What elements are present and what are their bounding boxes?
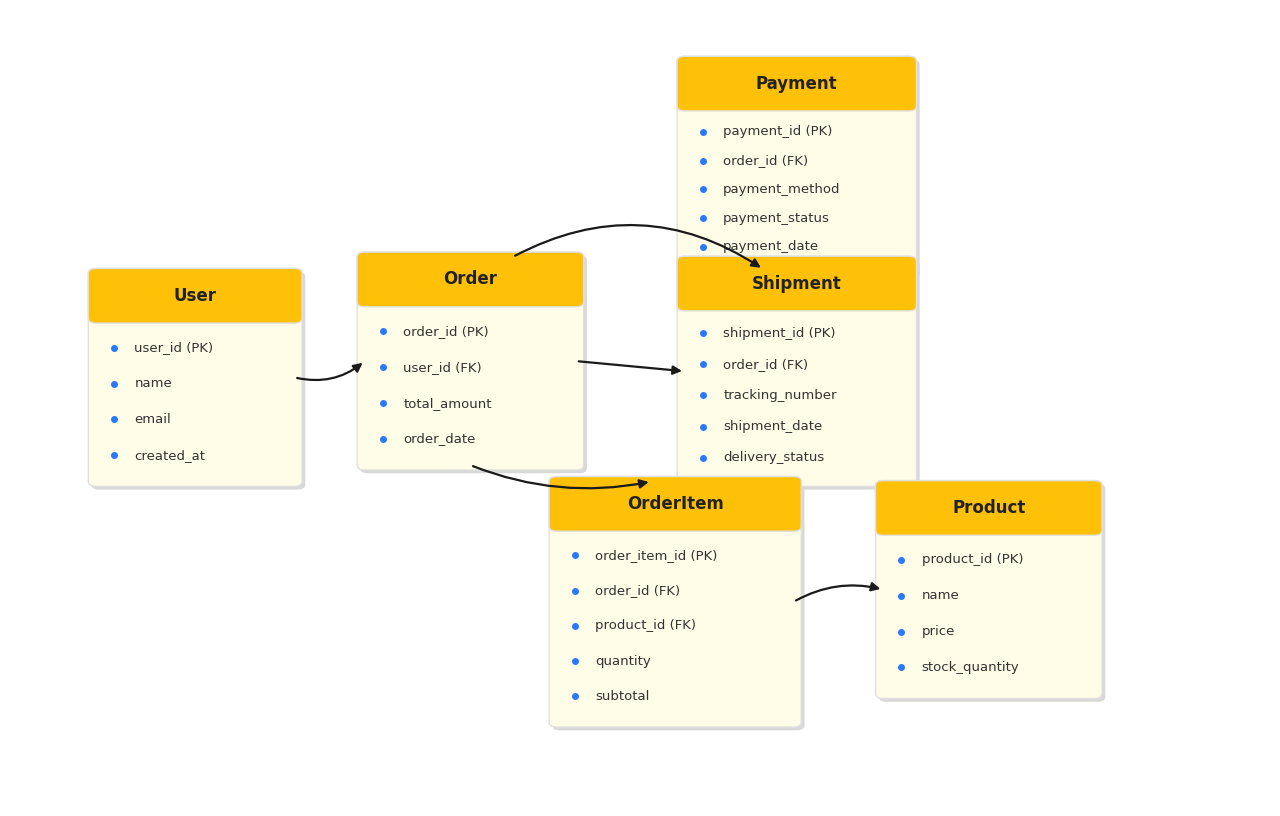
Text: shipment_id (PK): shipment_id (PK) [723, 326, 836, 339]
FancyBboxPatch shape [549, 477, 801, 727]
Text: payment_method: payment_method [723, 183, 841, 196]
Text: name: name [134, 377, 172, 390]
FancyBboxPatch shape [876, 481, 1102, 535]
FancyArrowPatch shape [297, 365, 361, 380]
Text: Shipment: Shipment [751, 274, 842, 293]
FancyBboxPatch shape [677, 256, 916, 486]
Text: order_id (FK): order_id (FK) [723, 154, 809, 167]
FancyBboxPatch shape [357, 252, 584, 470]
FancyBboxPatch shape [677, 56, 916, 111]
FancyBboxPatch shape [677, 56, 916, 274]
FancyBboxPatch shape [878, 484, 1106, 702]
Text: order_id (FK): order_id (FK) [723, 357, 809, 370]
Text: delivery_status: delivery_status [723, 451, 824, 464]
Text: Payment: Payment [756, 74, 837, 93]
FancyBboxPatch shape [92, 272, 305, 490]
Text: price: price [922, 625, 955, 638]
Text: stock_quantity: stock_quantity [922, 661, 1019, 674]
Text: Product: Product [952, 499, 1025, 517]
Text: shipment_date: shipment_date [723, 420, 823, 433]
FancyArrowPatch shape [515, 225, 759, 266]
FancyArrowPatch shape [579, 361, 680, 374]
FancyBboxPatch shape [361, 255, 586, 473]
FancyBboxPatch shape [681, 259, 919, 490]
FancyBboxPatch shape [549, 477, 801, 531]
Text: tracking_number: tracking_number [723, 389, 837, 401]
Text: payment_status: payment_status [723, 211, 829, 224]
Text: subtotal: subtotal [595, 690, 649, 703]
Text: OrderItem: OrderItem [627, 494, 723, 513]
Text: payment_date: payment_date [723, 240, 819, 253]
Text: name: name [922, 589, 959, 602]
Text: User: User [174, 286, 216, 305]
FancyBboxPatch shape [88, 268, 302, 486]
FancyBboxPatch shape [553, 480, 805, 730]
Text: quantity: quantity [595, 654, 652, 667]
Text: payment_id (PK): payment_id (PK) [723, 126, 832, 139]
FancyBboxPatch shape [357, 252, 584, 307]
FancyBboxPatch shape [677, 256, 916, 311]
FancyArrowPatch shape [796, 583, 878, 601]
Text: created_at: created_at [134, 449, 205, 462]
FancyBboxPatch shape [681, 60, 919, 277]
Text: product_id (PK): product_id (PK) [922, 553, 1023, 566]
Text: total_amount: total_amount [403, 397, 492, 410]
Text: order_id (PK): order_id (PK) [403, 325, 489, 338]
FancyArrowPatch shape [474, 466, 646, 488]
FancyBboxPatch shape [876, 481, 1102, 698]
Text: email: email [134, 413, 172, 426]
Text: order_date: order_date [403, 432, 476, 446]
Text: order_id (FK): order_id (FK) [595, 584, 681, 597]
Text: user_id (FK): user_id (FK) [403, 361, 481, 374]
Text: user_id (PK): user_id (PK) [134, 341, 214, 354]
Text: Order: Order [443, 270, 498, 289]
Text: product_id (FK): product_id (FK) [595, 619, 696, 632]
Text: order_item_id (PK): order_item_id (PK) [595, 549, 718, 562]
FancyBboxPatch shape [88, 268, 302, 323]
